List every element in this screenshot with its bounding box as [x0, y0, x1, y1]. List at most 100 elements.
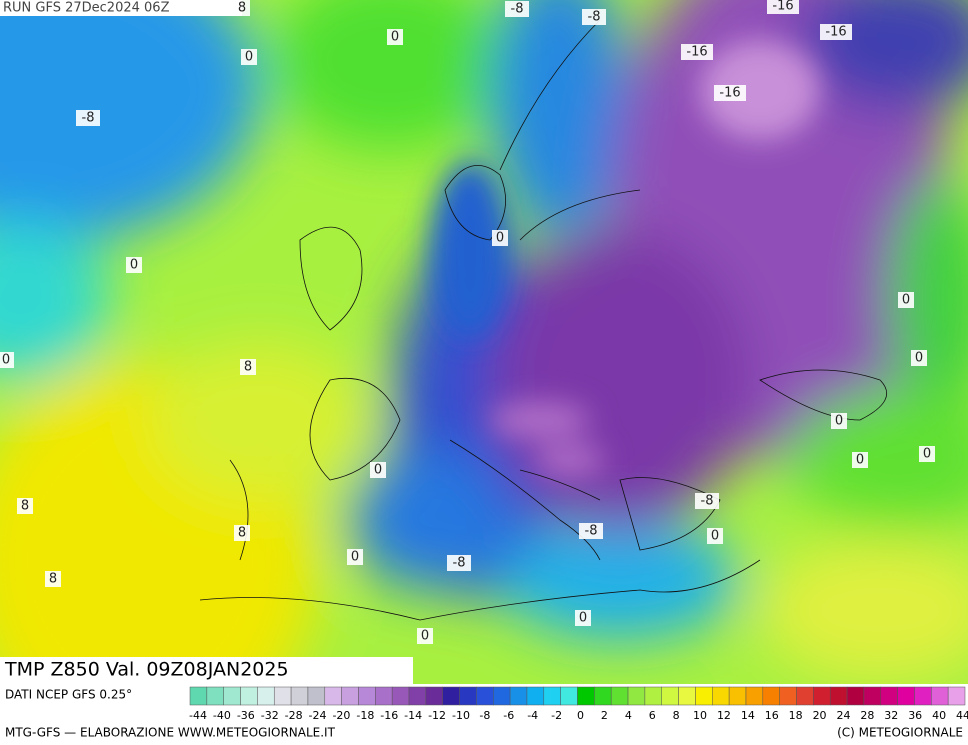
- colorbar-swatch: [206, 686, 224, 706]
- colorbar-swatch: [745, 686, 764, 706]
- colorbar-swatch: [728, 686, 747, 706]
- contour-label: -16: [772, 0, 793, 14]
- colorbar-label: 28: [860, 709, 874, 722]
- contour-label: 8: [21, 499, 29, 514]
- contour-label-box: [17, 498, 33, 514]
- contour-label-box: [45, 571, 61, 587]
- contour-label: 8: [238, 526, 246, 541]
- colorbar-swatch: [459, 686, 477, 706]
- contour-label: 8: [49, 572, 57, 587]
- colorbar-swatch: [712, 686, 730, 706]
- contour-label: 0: [923, 447, 931, 462]
- contour-label: -16: [719, 86, 740, 101]
- footer-right: (C) METEOGIORNALE: [837, 726, 963, 740]
- contour-label: -8: [82, 111, 95, 126]
- contour-label-box: [241, 49, 257, 65]
- colorbar-label: 14: [741, 709, 755, 722]
- contour-label-box: [919, 446, 935, 462]
- colorbar-label: 20: [813, 709, 827, 722]
- colorbar-label: -20: [332, 709, 350, 722]
- colorbar-swatch: [577, 686, 595, 706]
- colorbar-label: -2: [551, 709, 562, 722]
- contour-label-box: [447, 555, 471, 571]
- contour-label: 0: [351, 550, 359, 565]
- colorbar-swatch: [897, 686, 915, 706]
- contour-label: -8: [701, 494, 714, 509]
- colorbar-label: -4: [527, 709, 538, 722]
- contour-label: 0: [421, 629, 429, 644]
- contour-label: -8: [585, 524, 598, 539]
- colorbar-swatch: [796, 686, 814, 706]
- contour-label-box: [831, 413, 847, 429]
- colorbar-label: -16: [380, 709, 398, 722]
- colorbar-label: -18: [356, 709, 374, 722]
- contour-label-box: [234, 525, 250, 541]
- contour-label-box: [911, 350, 927, 366]
- colorbar-label: 12: [717, 709, 731, 722]
- contour-label-box: [0, 352, 14, 368]
- run-label-box: [0, 0, 242, 16]
- contour-label: 0: [915, 351, 923, 366]
- contour-label-box: [579, 523, 603, 539]
- colorbar-swatch: [240, 686, 258, 706]
- colorbar-swatch: [341, 686, 359, 706]
- colorbar-swatch: [914, 686, 932, 706]
- colorbar-label: -10: [452, 709, 470, 722]
- contour-label: 0: [245, 50, 253, 65]
- contour-label-box: [347, 549, 363, 565]
- contour-label-box: [126, 257, 142, 273]
- contour-label: 0: [711, 529, 719, 544]
- colorbar-label: -14: [404, 709, 422, 722]
- colorbar-label: 0: [577, 709, 584, 722]
- colorbar-swatch: [947, 686, 966, 706]
- map-title: TMP Z850 Val. 09Z08JAN2025: [4, 659, 289, 681]
- colorbar-label: -6: [503, 709, 514, 722]
- contour-label: 0: [130, 258, 138, 273]
- colorbar-swatch: [880, 686, 898, 706]
- colorbar-label: 32: [884, 709, 898, 722]
- colorbar-label: -12: [428, 709, 446, 722]
- colorbar-label: 6: [649, 709, 656, 722]
- colorbar-swatch: [644, 686, 662, 706]
- colorbar-swatch: [290, 686, 309, 706]
- colorbar-label: 10: [693, 709, 707, 722]
- contour-label-box: [417, 628, 433, 644]
- colorbar-label: -44: [189, 709, 207, 722]
- contour-label: 8: [244, 360, 252, 375]
- colorbar-swatch: [509, 686, 528, 706]
- contour-label: 0: [496, 231, 504, 246]
- colorbar-swatch: [762, 686, 780, 706]
- contour-label: -8: [588, 10, 601, 25]
- contour-label-box: [695, 493, 719, 509]
- contour-label-box: [898, 292, 914, 308]
- run-label: RUN GFS 27Dec2024 06Z: [3, 1, 170, 16]
- footer-left: MTG-GFS — ELABORAZIONE WWW.METEOGIORNALE…: [5, 726, 336, 740]
- colorbar-label: -36: [237, 709, 255, 722]
- contour-label-box: [76, 110, 100, 126]
- contour-label-box: [852, 452, 868, 468]
- contour-labels: 8 -8 -8 -16 -16 -16 -16 0 0 -8 0 0 0 0 0 8 0 0 0 0 8 -8 -8 0 8 0 -…: [0, 0, 935, 644]
- colorbar-swatch: [678, 686, 696, 706]
- colorbar-label: 2: [601, 709, 608, 722]
- colorbar-swatch: [846, 686, 865, 706]
- colorbar-swatch: [594, 686, 612, 706]
- colorbar-swatch: [189, 686, 208, 706]
- colorbar-label: -40: [213, 709, 231, 722]
- colorbar-swatch: [324, 686, 342, 706]
- colorbar-swatch: [610, 686, 629, 706]
- contour-label: -16: [686, 45, 707, 60]
- colorbar-swatch: [257, 686, 275, 706]
- contour-label: 0: [374, 463, 382, 478]
- colorbar-label: -28: [285, 709, 303, 722]
- colorbar-label: -8: [479, 709, 490, 722]
- contour-label-box: [575, 610, 591, 626]
- contour-label: 0: [856, 453, 864, 468]
- colorbar-swatch: [931, 686, 949, 706]
- colorbar-swatch: [526, 686, 545, 706]
- colorbar-swatch: [813, 686, 831, 706]
- colorbar-swatch: [863, 686, 882, 706]
- contour-label-box: [820, 24, 852, 40]
